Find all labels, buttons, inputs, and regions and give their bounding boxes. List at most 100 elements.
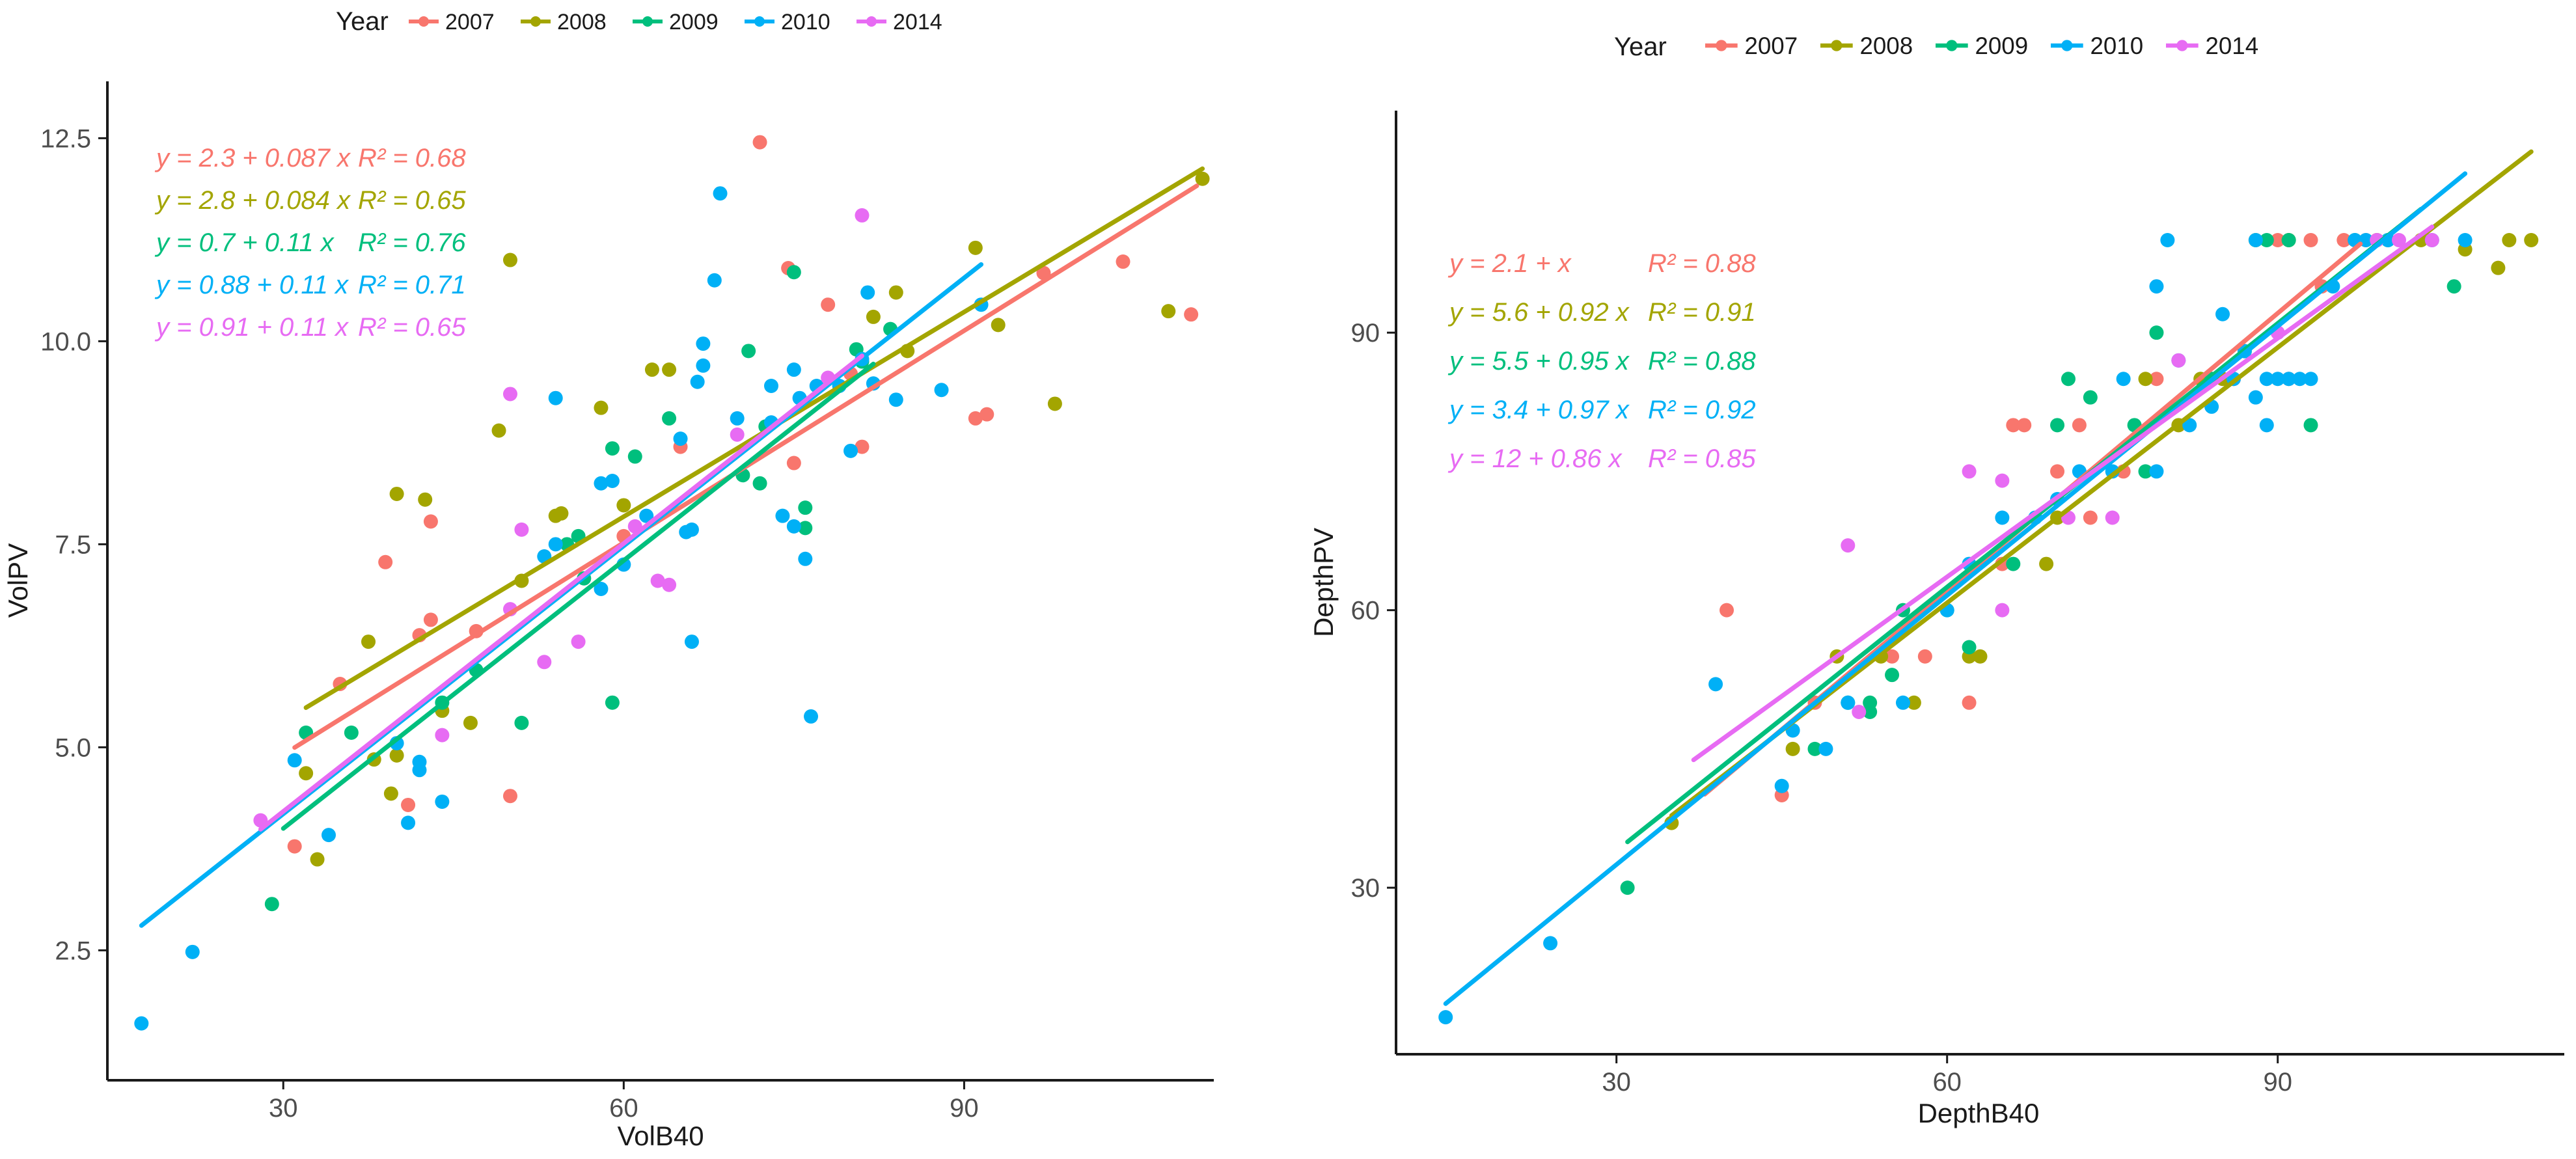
data-point-2008 <box>299 766 314 781</box>
data-point-2009 <box>1620 880 1635 895</box>
data-point-2009 <box>741 344 756 359</box>
equation-2007: y = 2.3 + 0.087 x <box>154 144 351 172</box>
data-point-2008 <box>594 400 609 415</box>
fit-line-2014 <box>1691 225 2435 763</box>
legend-key-point <box>530 16 541 27</box>
data-point-2008 <box>866 309 881 324</box>
y-tick-label: 90 <box>1351 319 1380 348</box>
data-point-2010 <box>594 476 609 491</box>
data-point-2007 <box>2270 233 2285 248</box>
x-tick-label: 60 <box>609 1094 638 1123</box>
data-point-2010 <box>134 1016 149 1031</box>
r-squared-2007: R² = 0.88 <box>1648 249 1756 278</box>
equation-2009: y = 5.5 + 0.95 x <box>1447 347 1630 375</box>
legend-key-point <box>642 16 653 27</box>
data-point-2014 <box>855 208 870 223</box>
data-point-2014 <box>1995 473 2010 488</box>
data-point-2014 <box>2171 353 2186 368</box>
data-point-2007 <box>423 514 438 529</box>
data-point-2009 <box>752 476 767 491</box>
data-point-2010 <box>548 537 563 552</box>
data-point-2009 <box>2281 233 2296 248</box>
data-point-2010 <box>2281 372 2296 387</box>
fit-line-2010 <box>1443 171 2468 1006</box>
equation-2008: y = 2.8 + 0.084 x <box>154 186 351 215</box>
data-point-2007 <box>2149 372 2164 387</box>
data-point-2010 <box>673 431 688 446</box>
data-point-2014 <box>502 387 517 402</box>
data-point-2010 <box>696 336 711 351</box>
data-point-2008 <box>361 634 376 649</box>
data-point-2010 <box>775 508 790 523</box>
data-point-2009 <box>786 265 801 280</box>
data-point-2008 <box>662 362 677 377</box>
data-point-2010 <box>690 374 705 389</box>
data-point-2008 <box>1906 695 1921 710</box>
legend-key-point <box>866 16 877 27</box>
data-point-2010 <box>594 581 609 596</box>
equation-2010: y = 3.4 + 0.97 x <box>1447 396 1630 424</box>
data-point-2010 <box>1774 778 1789 793</box>
data-point-2007 <box>287 839 302 854</box>
data-point-2009 <box>2149 325 2164 340</box>
equation-2014: y = 0.91 + 0.11 x <box>154 313 349 342</box>
data-point-2008 <box>991 318 1006 333</box>
equation-2007: y = 2.1 + x <box>1447 249 1572 278</box>
data-point-2008 <box>554 506 569 521</box>
data-point-2010 <box>696 358 711 373</box>
data-point-2007 <box>378 554 393 569</box>
y-tick-label: 60 <box>1351 597 1380 625</box>
data-point-2007 <box>1962 695 1977 710</box>
data-point-2014 <box>571 634 586 649</box>
data-point-2010 <box>764 378 778 393</box>
legend-label-2008: 2008 <box>1859 33 1913 59</box>
data-point-2008 <box>2039 556 2054 571</box>
data-point-2010 <box>639 508 654 523</box>
legend-key-point <box>2061 40 2073 51</box>
legend-label-2010: 2010 <box>781 10 830 34</box>
data-point-2008 <box>418 492 433 507</box>
r-squared-2014: R² = 0.65 <box>358 313 466 342</box>
legend-key-point <box>754 16 765 27</box>
legend-key-point <box>1831 40 1843 51</box>
data-point-2007 <box>980 407 994 422</box>
data-point-2007 <box>2336 233 2351 248</box>
data-point-2010 <box>605 474 620 488</box>
data-point-2007 <box>1720 603 1734 618</box>
data-point-2010 <box>401 815 416 830</box>
data-point-2008 <box>1047 396 1062 411</box>
y-tick-label: 2.5 <box>55 936 91 965</box>
data-point-2014 <box>2105 510 2120 525</box>
data-point-2009 <box>627 449 642 464</box>
data-point-2008 <box>1195 171 1210 186</box>
data-point-2007 <box>1917 649 1932 664</box>
legend-label-2008: 2008 <box>557 10 607 34</box>
data-point-2008 <box>888 285 903 300</box>
fit-line-2009 <box>281 361 876 831</box>
data-point-2010 <box>707 273 722 288</box>
equation-2008: y = 5.6 + 0.92 x <box>1447 298 1630 327</box>
x-tick-label: 30 <box>1602 1068 1631 1097</box>
data-point-2010 <box>185 944 200 959</box>
data-point-2008 <box>1161 304 1176 319</box>
data-point-2014 <box>2424 233 2439 248</box>
data-point-2010 <box>804 709 819 724</box>
data-point-2010 <box>684 522 699 537</box>
legend-key-point <box>2176 40 2188 51</box>
data-point-2008 <box>644 362 659 377</box>
data-point-2009 <box>2303 418 2318 433</box>
data-point-2010 <box>713 186 728 201</box>
legend-label-2014: 2014 <box>893 10 942 34</box>
data-point-2008 <box>1973 649 1988 664</box>
legend-left: Year 2007 2008 2009 2010 2014 <box>336 7 942 36</box>
data-point-2010 <box>786 362 801 377</box>
legend-label-2009: 2009 <box>1975 33 2028 59</box>
data-point-2010 <box>287 753 302 768</box>
r-squared-2010: R² = 0.92 <box>1648 396 1756 424</box>
data-point-2010 <box>322 828 336 843</box>
data-point-2009 <box>662 411 677 426</box>
x-axis-label: DepthB40 <box>1918 1098 2040 1128</box>
data-point-2009 <box>2050 418 2065 433</box>
data-point-2010 <box>548 390 563 405</box>
